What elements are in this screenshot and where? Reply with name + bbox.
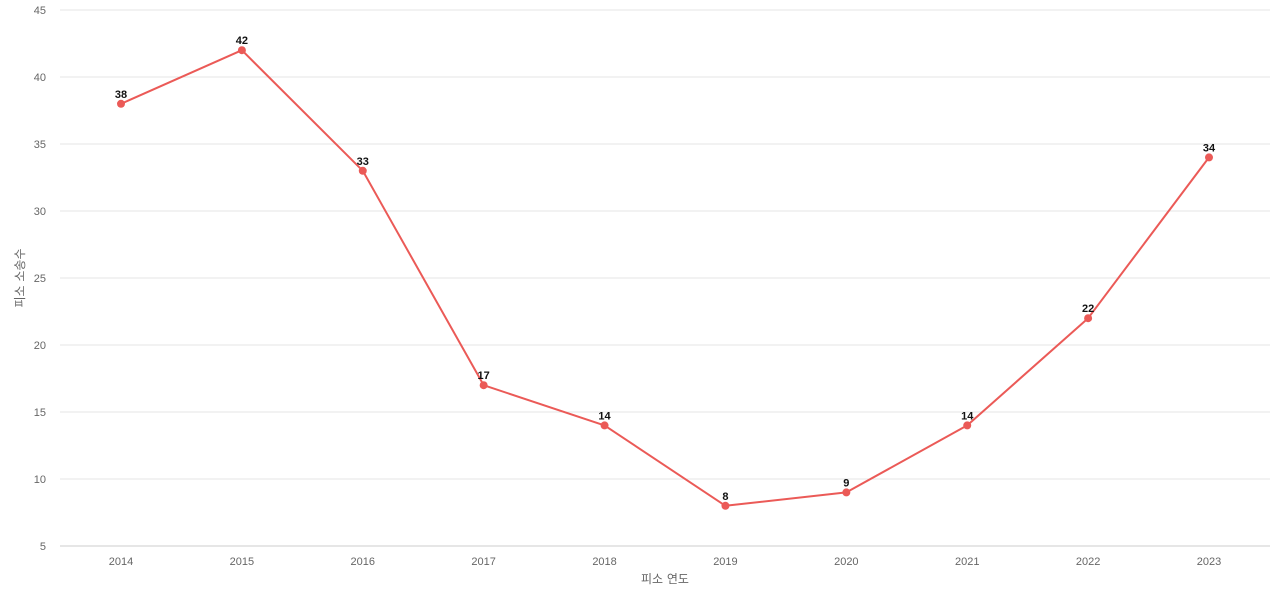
x-tick-label: 2021 <box>955 556 979 568</box>
data-label: 8 <box>722 491 728 503</box>
x-tick-label: 2018 <box>592 556 616 568</box>
x-tick-label: 2016 <box>351 556 375 568</box>
grid-lines <box>60 9 1270 480</box>
data-label: 14 <box>961 410 974 422</box>
series-line <box>120 49 1210 507</box>
data-label: 34 <box>1203 142 1216 154</box>
data-label: 42 <box>236 35 248 47</box>
y-tick-label: 35 <box>34 139 46 151</box>
x-tick-label: 2014 <box>109 556 133 568</box>
x-axis-ticks: 2014 2015 2016 2017 2018 2019 2020 2021 2022 2023 <box>109 556 1221 568</box>
y-tick-label: 5 <box>40 541 46 553</box>
data-point[interactable] <box>237 46 246 55</box>
data-point[interactable] <box>1205 153 1213 162</box>
data-point[interactable] <box>1084 314 1093 323</box>
y-tick-label: 25 <box>34 273 46 285</box>
data-point[interactable] <box>117 99 125 108</box>
x-tick-label: 2020 <box>834 556 858 568</box>
data-point[interactable] <box>963 421 972 430</box>
y-axis-title: 피소 소송수 <box>13 248 27 307</box>
x-axis-title: 피소 연도 <box>641 572 689 586</box>
data-label: 22 <box>1082 303 1094 315</box>
x-tick-label: 2017 <box>471 556 495 568</box>
data-label: 33 <box>357 156 369 168</box>
x-tick-label: 2015 <box>230 556 254 568</box>
data-point[interactable] <box>358 166 367 175</box>
data-label: 38 <box>115 89 127 101</box>
data-point[interactable] <box>479 381 488 390</box>
data-point[interactable] <box>721 501 730 510</box>
y-tick-label: 15 <box>34 407 46 419</box>
y-tick-label: 20 <box>34 340 46 352</box>
data-point[interactable] <box>842 488 851 497</box>
data-label: 17 <box>478 370 490 382</box>
y-tick-label: 10 <box>34 474 46 486</box>
data-labels: 38 42 33 17 14 8 9 14 22 34 <box>115 35 1216 503</box>
y-tick-label: 30 <box>34 206 46 218</box>
y-axis-ticks: 5 10 15 20 25 30 35 40 45 <box>34 5 46 553</box>
data-label: 14 <box>598 410 611 422</box>
data-label: 9 <box>843 477 849 489</box>
data-point[interactable] <box>600 421 609 430</box>
y-tick-label: 40 <box>34 72 46 84</box>
y-tick-label: 45 <box>34 5 46 17</box>
x-tick-label: 2022 <box>1076 556 1100 568</box>
x-tick-label: 2019 <box>713 556 737 568</box>
series-layer <box>117 46 1213 510</box>
x-tick-label: 2023 <box>1197 556 1221 568</box>
